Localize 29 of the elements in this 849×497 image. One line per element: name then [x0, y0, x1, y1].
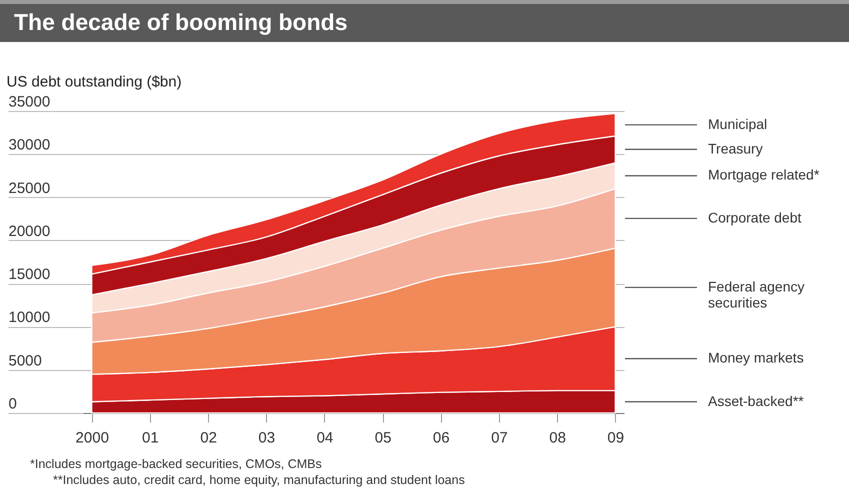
y-tick-label: 30000: [8, 136, 50, 154]
x-tick-label: 01: [142, 430, 159, 446]
chart-title: The decade of booming bonds: [0, 0, 849, 42]
y-tick-label: 5000: [8, 352, 42, 370]
text: Federal agency securities: [708, 278, 805, 310]
text: Treasury: [708, 140, 763, 156]
x-tick-label: 08: [549, 430, 566, 446]
x-tick-label: 07: [491, 430, 508, 446]
text: Asset-backed**: [708, 392, 804, 409]
text: Corporate debt: [708, 209, 802, 226]
text: **Includes auto, credit card, home equity, manufacturing and student loans: [52, 472, 465, 488]
x-tick-label: 09: [607, 430, 624, 446]
y-tick-label: 25000: [8, 180, 50, 197]
text: Municipal: [708, 116, 768, 132]
y-tick-label: 35000: [8, 94, 50, 110]
x-tick-label: 2000: [76, 430, 109, 446]
text: Mortgage related*: [708, 166, 820, 183]
x-tick-label: 04: [316, 430, 334, 446]
y-tick-label: 10000: [8, 309, 50, 326]
x-tick-label: 03: [258, 430, 276, 446]
y-axis-title: US debt outstanding ($bn): [6, 74, 182, 90]
text: *Includes mortgage-backed securities, CMOs, CMBs: [30, 456, 323, 472]
y-tick-label: 15000: [8, 266, 50, 284]
x-tick-label: 02: [200, 430, 217, 446]
text: Money markets: [708, 350, 804, 366]
x-tick-label: 05: [374, 430, 392, 446]
x-tick-label: 06: [432, 430, 450, 446]
y-tick-label: 0: [8, 396, 17, 412]
y-tick-label: 20000: [8, 222, 50, 240]
